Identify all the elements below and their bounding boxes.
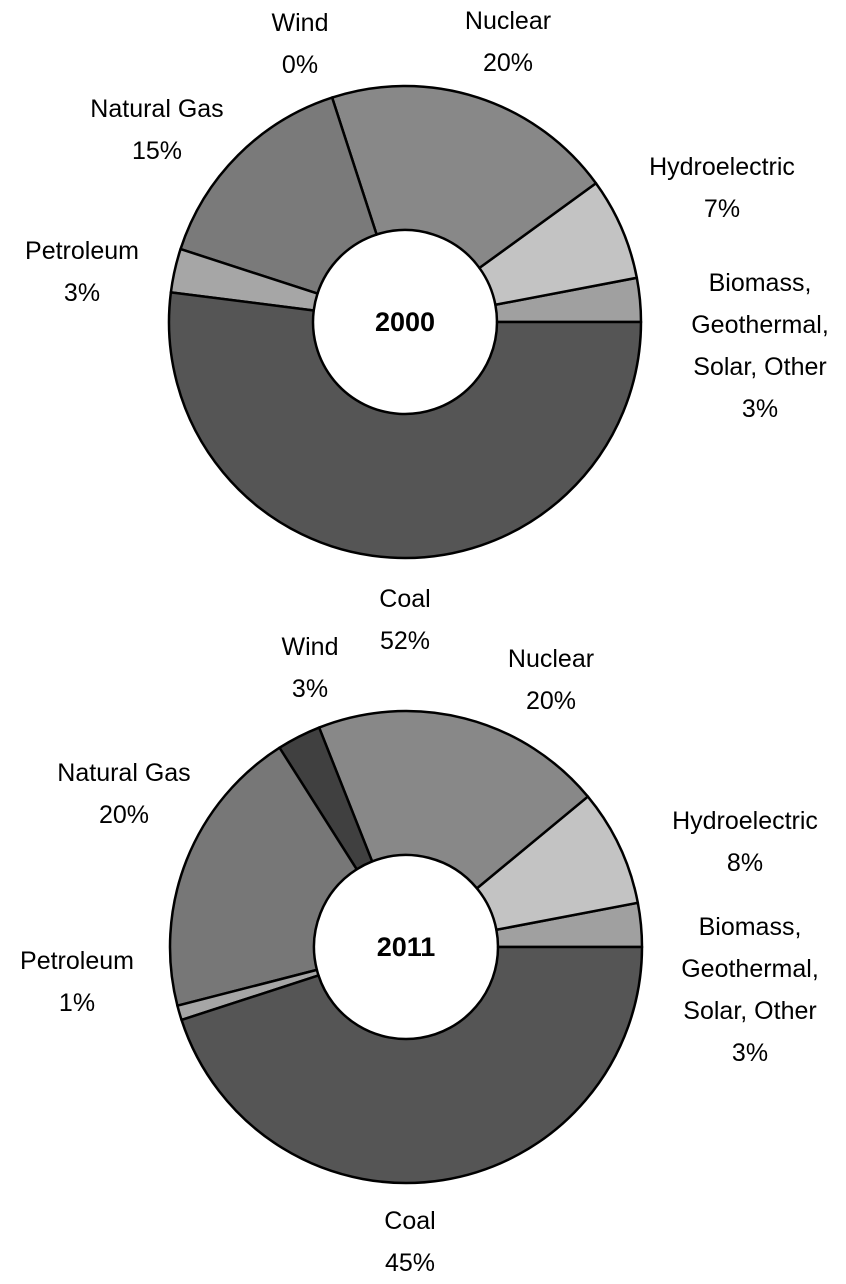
- donut-slice: [330, 84, 598, 270]
- slice-value: 52%: [379, 627, 431, 655]
- slice-name: Wind: [281, 633, 339, 661]
- slice-name: Nuclear: [464, 7, 552, 35]
- slice-label: Wind 0%: [210, 2, 390, 86]
- center-label: 2000: [374, 307, 436, 337]
- slice-name: Petroleum: [20, 947, 134, 975]
- slice-value: 20%: [98, 801, 150, 829]
- slice-name: Natural Gas: [90, 95, 224, 123]
- slice-value: 3%: [63, 279, 101, 307]
- slice-label: Coal 52%: [315, 578, 495, 662]
- slice-label: Wind 3%: [220, 626, 400, 710]
- slice-value: 3%: [731, 1039, 769, 1067]
- slice-label: Petroleum 1%: [0, 940, 167, 1024]
- slice-name: Biomass, Geothermal, Solar, Other: [681, 913, 819, 1025]
- slice-name: Biomass, Geothermal, Solar, Other: [691, 269, 829, 381]
- donut-slice: [317, 709, 590, 890]
- slice-name: Hydroelectric: [672, 807, 818, 835]
- slice-name: Nuclear: [507, 645, 595, 673]
- donut-slice: [180, 945, 644, 1185]
- slice-name: Coal: [379, 585, 431, 613]
- slice-value: 20%: [482, 49, 534, 77]
- slice-label: Natural Gas 15%: [67, 88, 247, 172]
- slice-value: 3%: [291, 675, 329, 703]
- slice-name: Petroleum: [25, 237, 139, 265]
- slice-value: 45%: [384, 1249, 436, 1277]
- slice-label: Petroleum 3%: [0, 230, 172, 314]
- slice-name: Hydroelectric: [649, 153, 795, 181]
- slice-label: Hydroelectric 8%: [655, 800, 835, 884]
- slice-label: Nuclear 20%: [418, 0, 598, 84]
- slice-label: Coal 45%: [320, 1200, 500, 1284]
- slice-name: Wind: [271, 9, 329, 37]
- center-label: 2011: [376, 932, 436, 962]
- slice-value: 7%: [703, 195, 741, 223]
- donut-slice: [179, 96, 378, 295]
- slice-name: Natural Gas: [57, 759, 191, 787]
- donut-slice: [167, 291, 643, 560]
- slice-value: 0%: [281, 51, 319, 79]
- slice-value: 15%: [131, 137, 183, 165]
- slice-label: Biomass, Geothermal, Solar, Other 3%: [670, 262, 846, 430]
- slice-value: 20%: [525, 687, 577, 715]
- donut-slice: [168, 746, 358, 1007]
- slice-value: 8%: [726, 849, 764, 877]
- slice-value: 1%: [58, 989, 96, 1017]
- slice-label: Natural Gas 20%: [34, 752, 214, 836]
- slice-name: Coal: [384, 1207, 436, 1235]
- slice-value: 3%: [741, 395, 779, 423]
- slice-label: Hydroelectric 7%: [632, 146, 812, 230]
- slice-label: Biomass, Geothermal, Solar, Other 3%: [660, 906, 840, 1074]
- slice-label: Nuclear 20%: [461, 638, 641, 722]
